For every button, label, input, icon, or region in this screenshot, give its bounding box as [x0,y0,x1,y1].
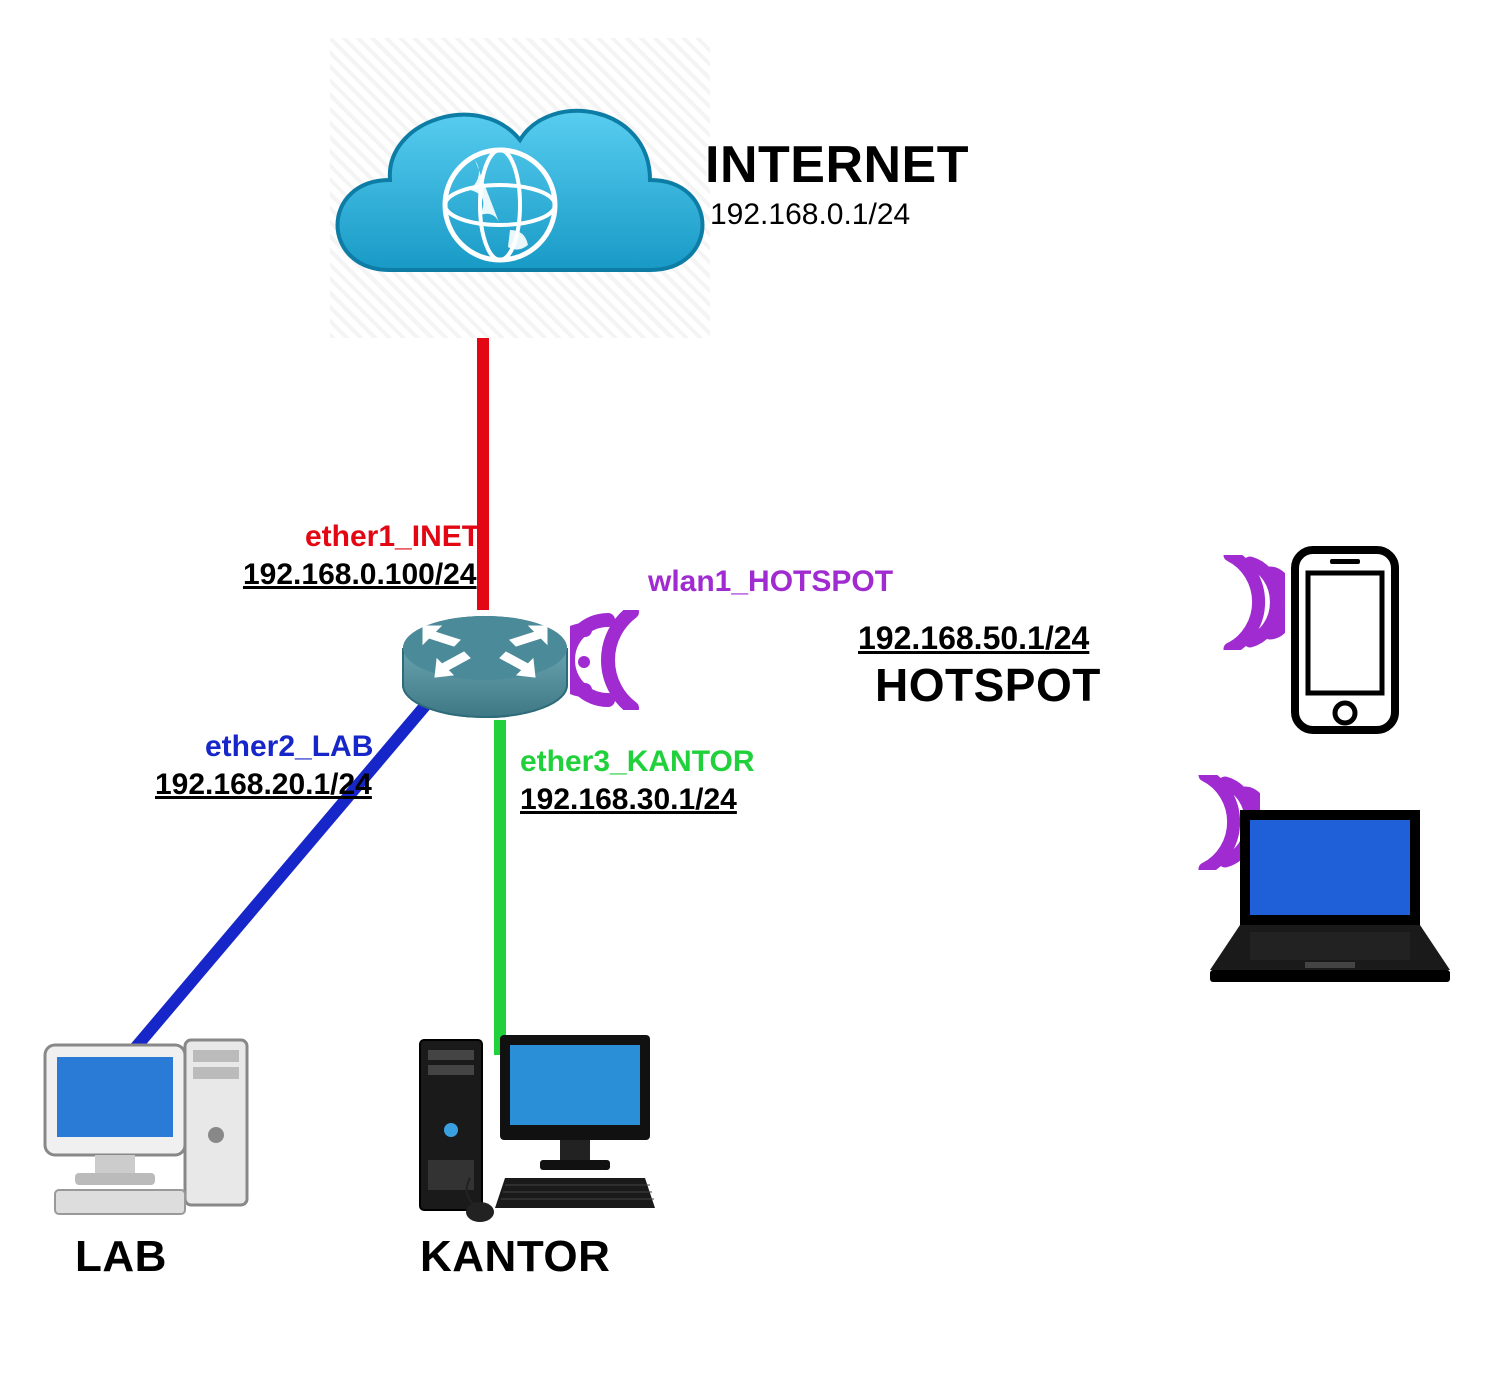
phone-icon [1290,545,1400,735]
hotspot-label: HOTSPOT [875,658,1101,712]
lab-pc-icon [35,1015,265,1225]
iface-ether2-ip: 192.168.20.1/24 [155,768,372,802]
router-wifi-icon-2 [572,612,662,712]
lab-label: LAB [75,1232,167,1282]
laptop-icon [1195,800,1465,990]
iface-ether2-label: ether2_LAB [205,730,373,764]
iface-ether3-label: ether3_KANTOR [520,745,755,779]
phone-wifi-icon [1200,555,1285,650]
network-diagram: INTERNET 192.168.0.1/24 ether1_INET 192.… [0,0,1500,1389]
iface-wlan1-label: wlan1_HOTSPOT [648,565,893,599]
internet-label: INTERNET [705,135,969,195]
kantor-label: KANTOR [420,1232,610,1282]
iface-ether1-label: ether1_INET [305,520,480,554]
internet-ip: 192.168.0.1/24 [710,198,910,232]
cloud-icon [300,50,730,350]
kantor-pc-icon [410,1020,660,1230]
iface-ether3-ip: 192.168.30.1/24 [520,783,737,817]
hotspot-ip: 192.168.50.1/24 [858,620,1089,657]
iface-ether1-ip: 192.168.0.100/24 [243,558,477,592]
router-icon [400,600,570,720]
